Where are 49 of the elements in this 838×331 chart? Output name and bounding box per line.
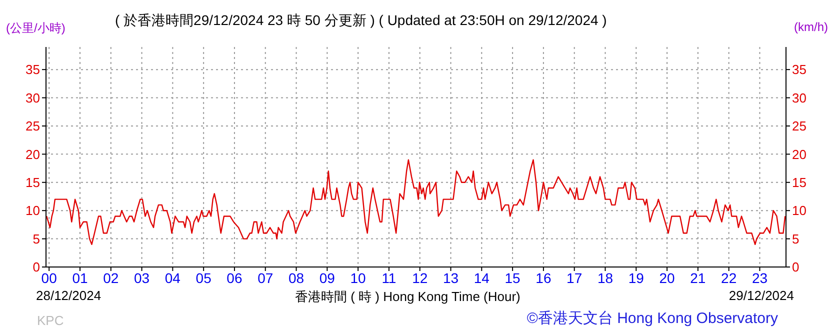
x-tick-label: 03 <box>134 270 150 286</box>
y2-tick-label: 35 <box>792 62 806 78</box>
x-tick-label: 09 <box>319 270 336 286</box>
y2-tick-label: 0 <box>792 260 800 275</box>
line-series <box>46 159 786 246</box>
y-tick-label: 5 <box>32 231 40 246</box>
x-tick-label: 12 <box>412 270 428 286</box>
y2-axis-title: (km/h) <box>794 20 828 34</box>
text: 29/12/2024 <box>728 288 794 303</box>
x-tick-label: 17 <box>566 270 582 286</box>
x-tick-label: 19 <box>628 270 644 286</box>
text: 28/12/2024 <box>36 288 102 303</box>
y2-tick-label: 30 <box>792 90 806 106</box>
x-tick-label: 15 <box>504 270 521 286</box>
x-tick-label: 02 <box>103 270 119 286</box>
x-tick-label: 16 <box>536 270 552 286</box>
y-tick-label: 25 <box>26 118 40 134</box>
x-tick-label: 14 <box>474 270 490 286</box>
x-tick-label: 13 <box>442 270 459 286</box>
x-tick-label: 10 <box>350 270 366 286</box>
y2-tick-label: 5 <box>792 231 800 246</box>
y-tick-label: 30 <box>26 90 40 106</box>
y-tick-label: 10 <box>26 203 40 218</box>
x-tick-label: 07 <box>258 270 274 286</box>
y-tick-label: 20 <box>26 146 40 162</box>
x-tick-label: 01 <box>72 270 88 286</box>
y2-tick-label: 10 <box>792 203 806 218</box>
text: ©香港天文台 Hong Kong Observatory <box>526 309 778 328</box>
x-tick-label: 21 <box>690 270 706 286</box>
y2-tick-label: 20 <box>792 146 806 162</box>
y-tick-label: 15 <box>26 175 40 190</box>
y2-tick-label: 25 <box>792 118 806 134</box>
y-tick-label: 35 <box>26 62 40 78</box>
x-tick-label: 08 <box>288 270 304 286</box>
y-axis-title: (公里/小時) <box>6 20 66 37</box>
x-tick-label: 22 <box>721 270 737 286</box>
y-tick-label: 0 <box>32 260 40 275</box>
y2-tick-label: 15 <box>792 175 806 190</box>
x-tick-label: 05 <box>196 270 212 286</box>
x-tick-label: 00 <box>41 270 58 286</box>
text: KPC <box>37 313 64 328</box>
x-tick-label: 20 <box>659 270 676 286</box>
x-tick-label: 04 <box>164 270 181 286</box>
x-axis-title: 香港時間 ( 時 ) Hong Kong Time (Hour) <box>295 288 520 306</box>
x-tick-label: 11 <box>382 270 396 286</box>
x-tick-label: 23 <box>752 270 768 286</box>
chart-title: ( 於香港時間29/12/2024 23 時 50 分更新 ) ( Updated at 23:50H on 29/12/2024 ) <box>115 12 607 30</box>
x-tick-label: 06 <box>226 270 242 286</box>
x-tick-label: 18 <box>597 270 614 286</box>
